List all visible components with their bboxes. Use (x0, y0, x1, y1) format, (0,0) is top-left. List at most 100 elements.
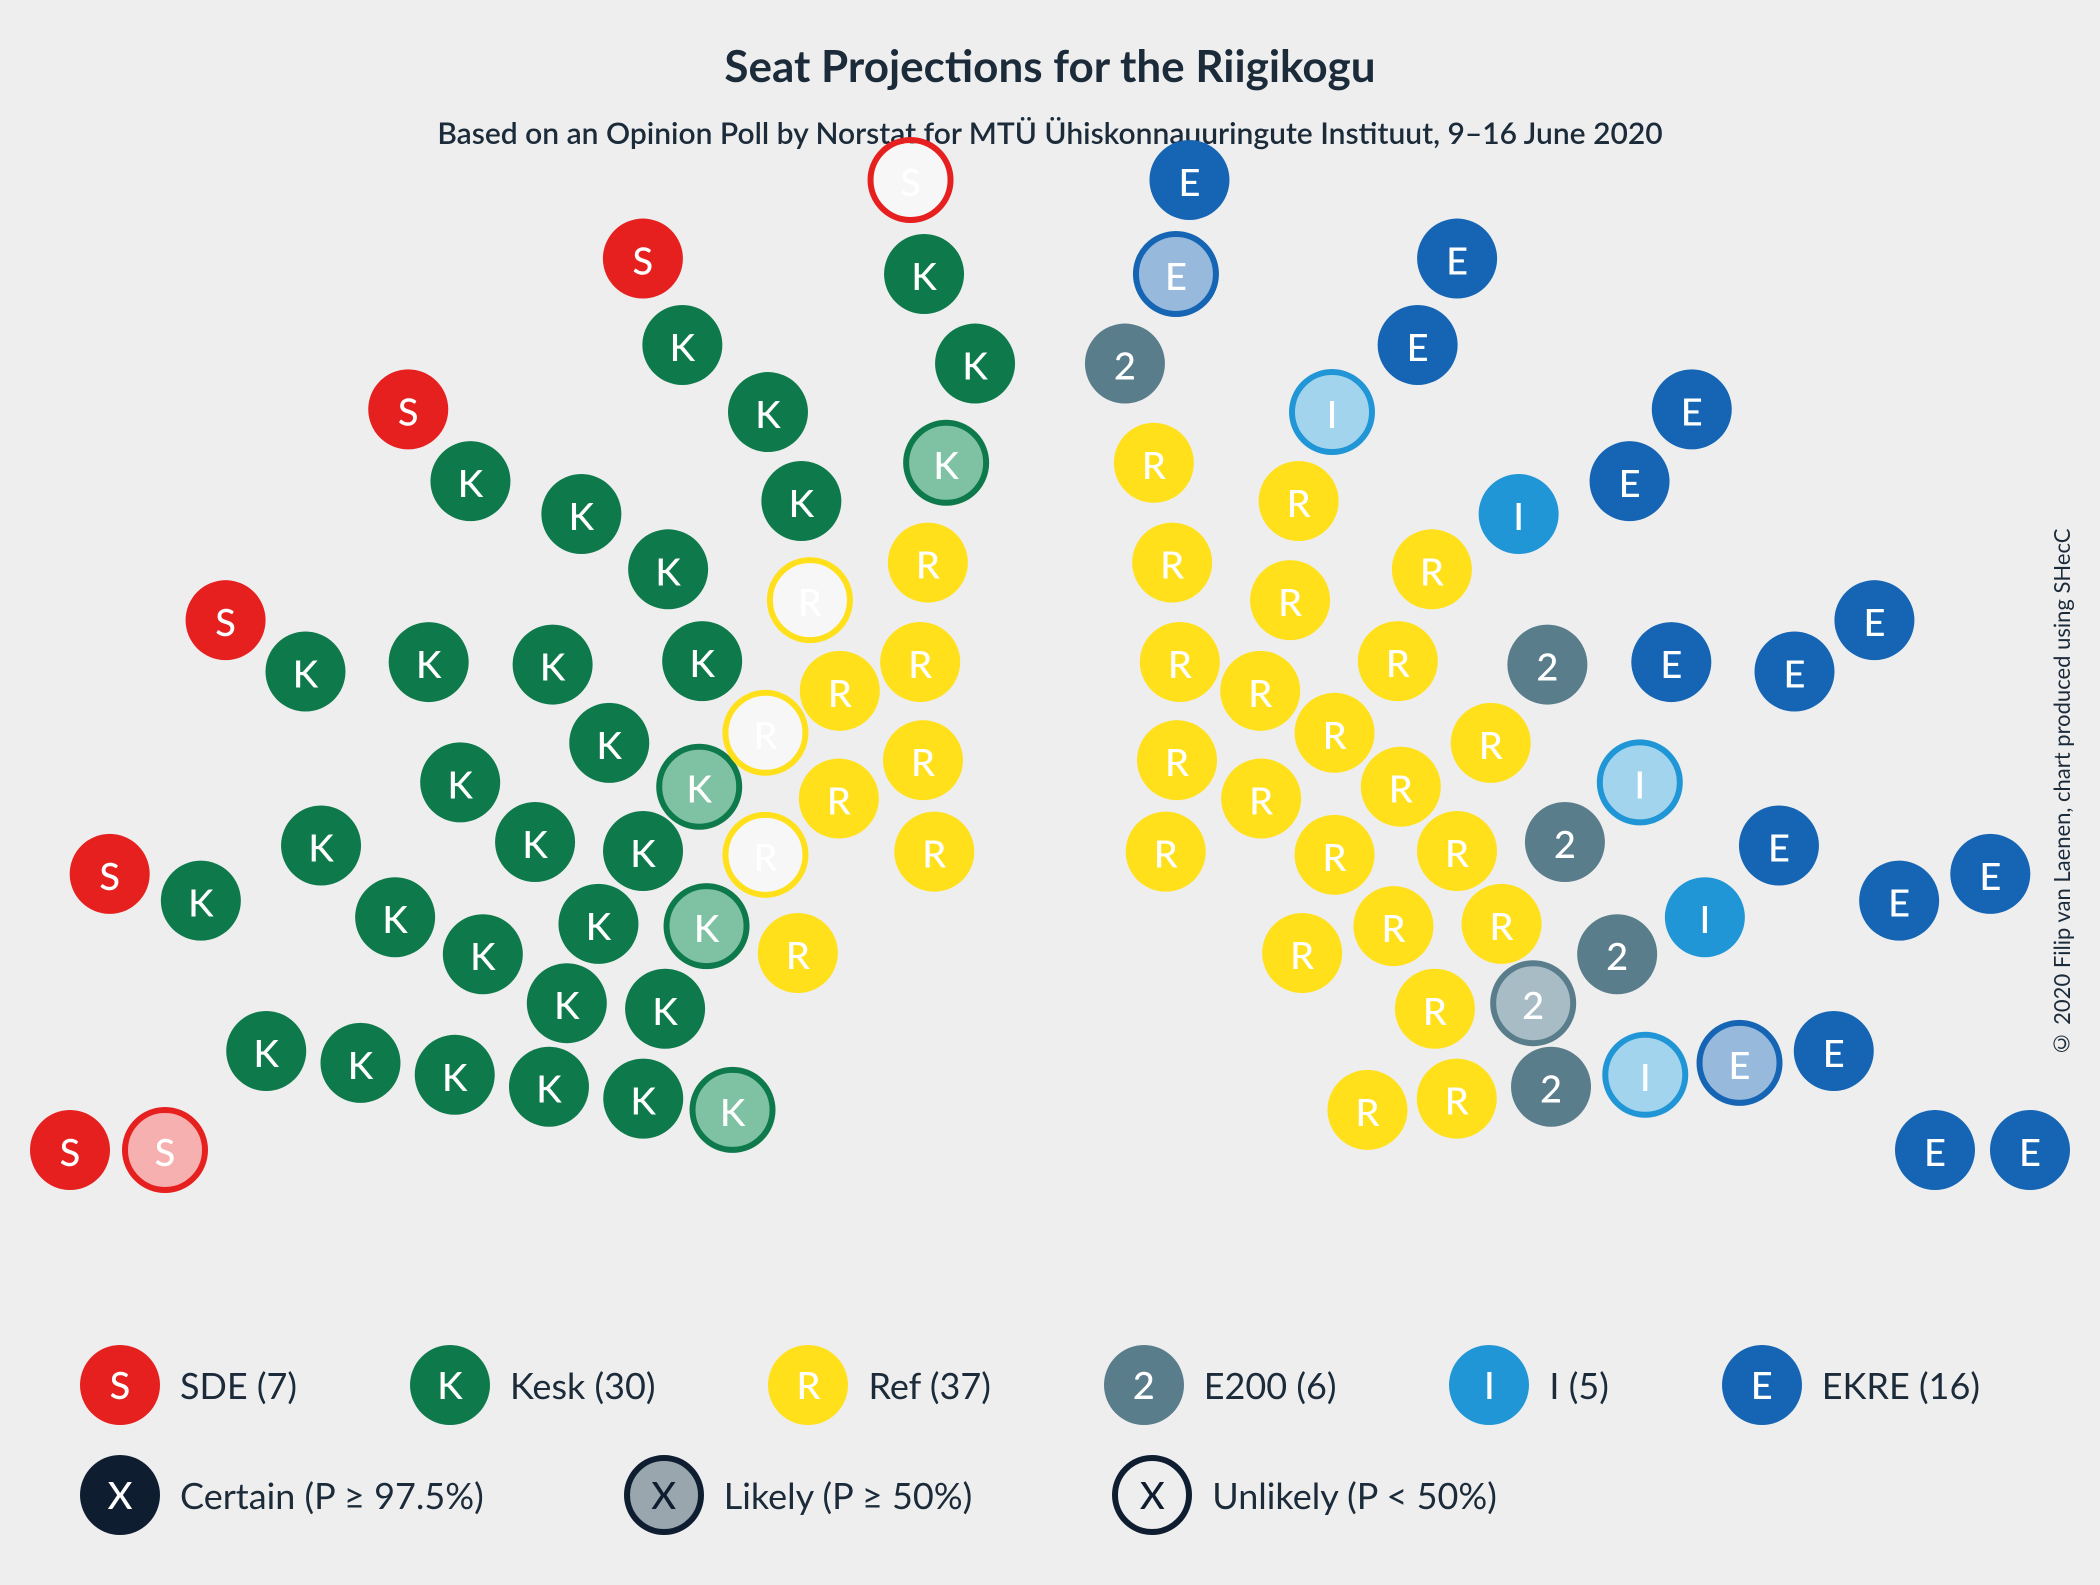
seat: K (420, 742, 500, 822)
legend-prob-item: XUnlikely (P < 50%) (1112, 1455, 1497, 1535)
svg-text:R: R (916, 542, 940, 588)
svg-text:K: K (442, 1054, 468, 1100)
legend-label: Ref (37) (868, 1363, 990, 1407)
seat: I (1292, 372, 1372, 452)
svg-text:E: E (1178, 159, 1200, 205)
seat: E (1378, 305, 1458, 385)
svg-text:R: R (1386, 640, 1410, 686)
svg-text:K: K (630, 830, 656, 876)
svg-text:S: S (155, 1129, 176, 1175)
seat: R (725, 815, 805, 895)
svg-text:I: I (1699, 896, 1710, 942)
legend-prob-swatch: X (80, 1455, 160, 1535)
svg-text:S: S (900, 159, 921, 205)
svg-text:I: I (1640, 1054, 1651, 1100)
seat: R (1395, 969, 1475, 1049)
svg-text:2: 2 (1114, 343, 1136, 389)
seat: R (1259, 461, 1339, 541)
svg-text:R: R (753, 712, 777, 758)
legend-prob-label: Unlikely (P < 50%) (1212, 1473, 1497, 1517)
seat: R (1137, 720, 1217, 800)
svg-text:R: R (1445, 1078, 1469, 1124)
svg-text:K: K (933, 442, 959, 488)
svg-text:K: K (348, 1042, 374, 1088)
svg-text:E: E (1729, 1042, 1751, 1088)
seat: R (1114, 423, 1194, 503)
svg-text:R: R (1290, 932, 1314, 978)
seat: E (1859, 861, 1939, 941)
legend-party-item: II (5) (1449, 1345, 1608, 1425)
legend-parties-row: SSDE (7)KKesk (30)RRef (37)2E200 (6)II (… (80, 1345, 1980, 1425)
seat: E (1417, 219, 1497, 299)
seat: K (693, 1070, 773, 1150)
svg-text:K: K (689, 640, 715, 686)
seat: R (1417, 811, 1497, 891)
svg-text:R: R (1154, 831, 1178, 877)
svg-text:K: K (670, 324, 696, 370)
seat: 2 (1507, 625, 1587, 705)
svg-text:R: R (1423, 988, 1447, 1034)
svg-text:K: K (254, 1030, 280, 1076)
seat: R (1462, 884, 1542, 964)
seat: K (642, 305, 722, 385)
legend-swatch: S (80, 1345, 160, 1425)
svg-text:R: R (1142, 442, 1166, 488)
seat: K (603, 811, 683, 891)
svg-text:R: R (1323, 712, 1347, 758)
seat: E (1149, 140, 1229, 220)
svg-text:E: E (1924, 1129, 1946, 1175)
seat: I (1665, 877, 1745, 957)
seat: E (1136, 234, 1216, 314)
legend-swatch: R (768, 1345, 848, 1425)
seat: R (1262, 913, 1342, 993)
svg-text:I: I (1513, 493, 1524, 539)
seat: R (770, 560, 850, 640)
legend-prob-label: Certain (P ≥ 97.5%) (180, 1473, 484, 1517)
seat: R (1126, 812, 1206, 892)
seat: E (1794, 1011, 1874, 1091)
svg-text:K: K (308, 824, 334, 870)
seat: R (1327, 1070, 1407, 1150)
chart-page: { "title": "Seat Projections for the Rii… (0, 0, 2100, 1585)
svg-text:E: E (1660, 641, 1682, 687)
seat: R (883, 720, 963, 800)
svg-text:K: K (293, 651, 319, 697)
legend-party-item: 2E200 (6) (1104, 1345, 1337, 1425)
svg-text:K: K (720, 1089, 746, 1135)
seat: R (1417, 1059, 1497, 1139)
seat: K (728, 372, 808, 452)
seat: K (513, 625, 593, 705)
legend-party-item: EEKRE (16) (1722, 1345, 1980, 1425)
seat: K (906, 423, 986, 503)
svg-text:K: K (540, 644, 566, 690)
svg-text:R: R (1248, 670, 1272, 716)
svg-text:I: I (1327, 391, 1338, 437)
svg-text:R: R (753, 834, 777, 880)
seat: R (880, 622, 960, 702)
seat: K (281, 805, 361, 885)
seat: K (569, 703, 649, 783)
seat: 2 (1525, 802, 1605, 882)
svg-text:K: K (554, 982, 580, 1028)
seat: I (1600, 742, 1680, 822)
svg-text:K: K (755, 391, 781, 437)
svg-text:K: K (536, 1066, 562, 1112)
legend-prob-item: X Certain (P ≥ 97.5%) (80, 1455, 484, 1535)
seat: K (628, 529, 708, 609)
svg-text:E: E (1784, 651, 1806, 697)
svg-text:K: K (694, 905, 720, 951)
svg-text:R: R (1278, 579, 1302, 625)
svg-text:R: R (1323, 834, 1347, 880)
svg-text:K: K (631, 1078, 657, 1124)
seat: K (265, 632, 345, 712)
seat: E (1700, 1023, 1780, 1103)
svg-text:E: E (1768, 824, 1790, 870)
svg-text:K: K (586, 903, 612, 949)
seat: K (161, 861, 241, 941)
svg-text:E: E (1979, 853, 2001, 899)
svg-text:K: K (470, 933, 496, 979)
svg-text:2: 2 (1522, 982, 1544, 1028)
svg-text:K: K (655, 548, 681, 594)
legend-label: E200 (6) (1204, 1363, 1337, 1407)
svg-text:R: R (1381, 905, 1405, 951)
